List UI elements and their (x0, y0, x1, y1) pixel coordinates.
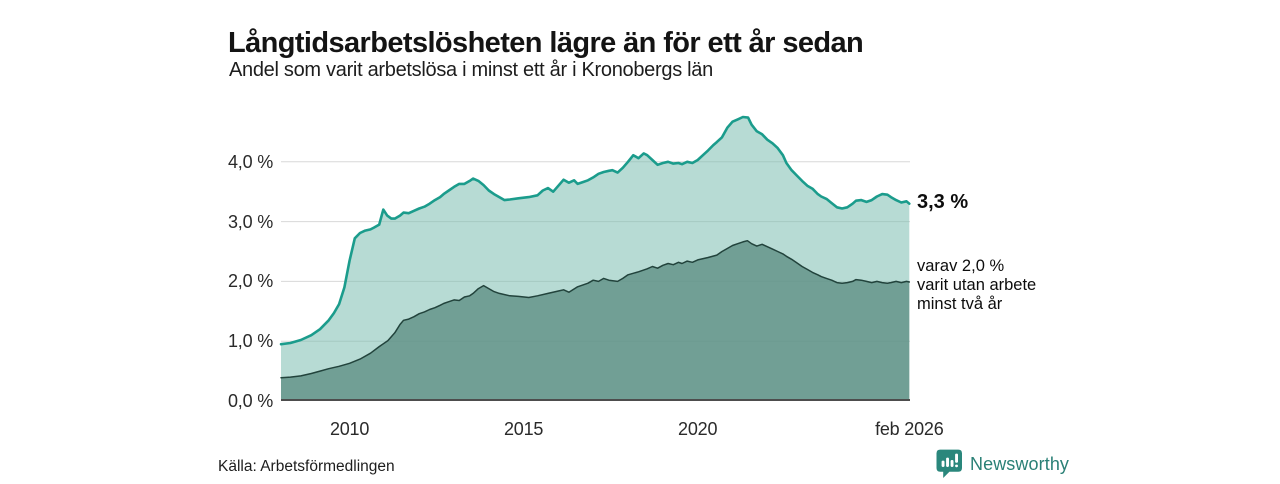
area-series-two-plus-years (281, 240, 910, 401)
x-axis-tick-label: 2010 (329, 419, 370, 439)
source-note: Källa: Arbetsförmedlingen (218, 458, 395, 475)
x-axis-tick-label: 2020 (678, 419, 718, 439)
y-axis-tick-label: 0,0 % (227, 391, 273, 411)
y-axis-tick-label: 1,0 % (227, 331, 273, 352)
subset-annotation-label: varav 2,0 % varit utan arbete minst två … (917, 257, 1037, 313)
chart-subtitle: Andel som varit arbetslösa i minst ett å… (229, 59, 713, 81)
total-value-label: 3,3 % (917, 190, 969, 213)
area-chart-svg (279, 115, 911, 401)
x-axis-tick-label: 2015 (503, 419, 544, 439)
y-axis-tick-label: 4,0 % (227, 151, 273, 172)
chart-title: Långtidsarbetslösheten lägre än för ett … (228, 27, 864, 60)
newsworthy-wordmark: Newsworthy (970, 454, 1070, 474)
newsworthy-pin-bar-chart-icon (936, 449, 963, 484)
x-axis-tick-label: feb 2026 (875, 419, 944, 439)
y-axis-tick-label: 3,0 % (227, 211, 273, 232)
y-axis-tick-label: 2,0 % (227, 271, 273, 292)
line-series-total-one-year (279, 115, 911, 346)
line-series-two-plus-years (280, 239, 911, 379)
newsworthy-logo: Newsworthy (936, 449, 1069, 484)
